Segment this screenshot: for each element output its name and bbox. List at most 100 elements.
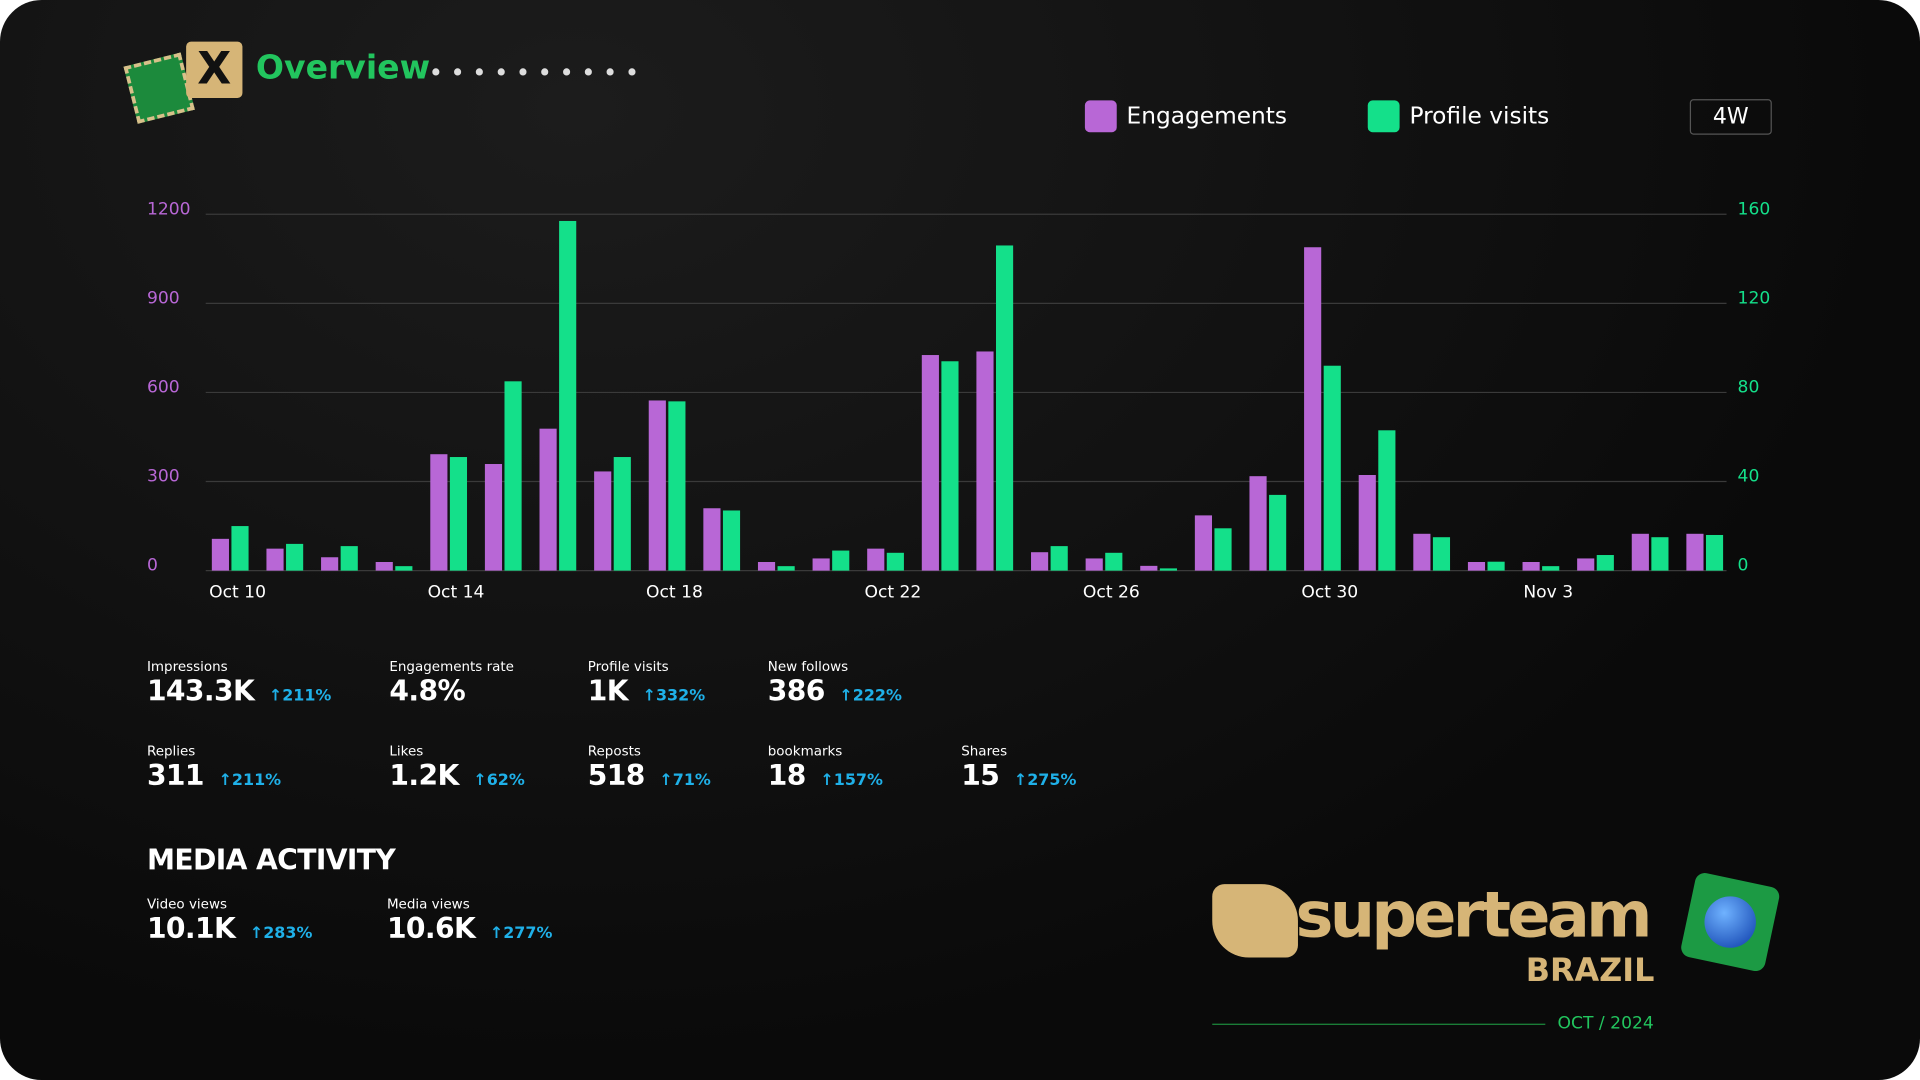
bar <box>1050 546 1068 571</box>
bar <box>1304 247 1322 571</box>
bar <box>559 220 577 571</box>
bar <box>1358 474 1376 571</box>
y-tick-label: 300 <box>147 467 180 487</box>
bar <box>266 548 284 571</box>
stat-label: New follows <box>767 658 849 675</box>
bar <box>395 566 413 571</box>
stat-label: Profile visits <box>587 658 669 675</box>
stat-label: Shares <box>961 743 1008 760</box>
bar <box>777 566 795 571</box>
bar <box>832 550 850 571</box>
bar <box>1194 515 1213 571</box>
legend-swatch <box>1084 100 1117 133</box>
bar <box>1651 537 1669 571</box>
stat: Reposts 518 ↑71% <box>588 743 711 792</box>
stat-label: bookmarks <box>767 743 843 760</box>
bar <box>286 543 304 571</box>
legend-swatch <box>1367 100 1400 133</box>
bar <box>757 562 776 571</box>
x-logo: X <box>186 41 243 98</box>
stat-label: Likes <box>389 743 424 760</box>
stat-value: 10.6K <box>386 913 476 946</box>
stat-change: ↑275% <box>1013 771 1077 790</box>
brand-name: superteam <box>1295 879 1653 953</box>
bar <box>1031 552 1049 571</box>
bar <box>321 557 339 571</box>
y2-tick-label: 120 <box>1738 288 1771 308</box>
bar <box>594 471 612 571</box>
bar <box>1413 533 1431 571</box>
stat: bookmarks 18 ↑157% <box>768 743 883 792</box>
bar <box>1542 566 1560 571</box>
y-tick-label: 900 <box>147 288 180 308</box>
legend-label: Engagements <box>1126 102 1288 130</box>
stat-row: 518 ↑71% <box>588 760 711 792</box>
title: Overview <box>255 48 431 87</box>
bar <box>1577 558 1595 571</box>
stat-value: 15 <box>961 760 1000 793</box>
stat-change: ↑211% <box>218 771 282 790</box>
stat-value: 4.8% <box>389 675 466 708</box>
stat-value: 1K <box>587 675 629 708</box>
bar <box>211 538 229 571</box>
stat: Likes 1.2K ↑62% <box>389 743 524 792</box>
x-tick-label: Oct 10 <box>209 583 266 603</box>
stat-change: ↑71% <box>659 771 711 790</box>
x-tick-label: Oct 26 <box>1083 583 1140 603</box>
x-tick-label: Oct 18 <box>646 583 703 603</box>
bar <box>1705 534 1724 571</box>
bar <box>1159 568 1177 571</box>
stat-value: 386 <box>767 675 826 708</box>
stat-value: 518 <box>587 760 646 793</box>
stat-change: ↑283% <box>249 924 313 943</box>
y-tick-label: 0 <box>147 556 158 576</box>
stat-label: Replies <box>146 743 196 760</box>
stat-change: ↑157% <box>820 771 883 790</box>
bar <box>539 428 557 571</box>
stat-change: ↑62% <box>473 771 525 790</box>
dots: •••••••••• <box>428 57 647 87</box>
bar <box>449 457 468 571</box>
stat-row: 143.3K ↑211% <box>147 676 331 708</box>
stat-change: ↑211% <box>268 686 332 706</box>
brand-date: OCT / 2024 <box>1557 1013 1654 1034</box>
stat-label: Impressions <box>146 658 228 675</box>
x-tick-label: Oct 30 <box>1301 583 1358 603</box>
stat-change: ↑222% <box>839 686 902 706</box>
y2-tick-label: 80 <box>1738 378 1760 398</box>
bar <box>1140 565 1158 571</box>
bar <box>1686 533 1704 571</box>
bar <box>340 546 358 571</box>
stat-row: 311 ↑211% <box>147 760 281 792</box>
stat: Shares 15 ↑275% <box>961 743 1076 792</box>
bar <box>231 526 249 571</box>
bar <box>1085 558 1103 571</box>
stat-change: ↑277% <box>489 924 553 943</box>
stat-label: Engagements rate <box>389 658 514 675</box>
stat-row: 10.6K ↑277% <box>387 913 552 945</box>
bar <box>668 401 686 571</box>
bar <box>430 454 448 571</box>
stat-row: 15 ↑275% <box>961 760 1076 792</box>
stat-row: 1.2K ↑62% <box>389 760 524 792</box>
legend-label: Profile visits <box>1409 102 1550 130</box>
legend-item: Profile visits <box>1367 100 1550 133</box>
stat-row: 1K ↑332% <box>588 676 705 708</box>
x-tick-label: Oct 14 <box>428 583 485 603</box>
bar <box>1214 528 1232 571</box>
bar <box>941 361 959 571</box>
range-button[interactable]: 4W <box>1689 99 1772 135</box>
bar <box>1269 494 1287 571</box>
bar <box>1323 365 1341 571</box>
y2-tick-label: 160 <box>1738 199 1771 219</box>
stat: Engagements rate 4.8% <box>389 659 514 708</box>
bar <box>484 464 503 571</box>
bar <box>1249 476 1267 571</box>
globe <box>1699 891 1761 953</box>
stat: Profile visits 1K ↑332% <box>588 659 705 708</box>
bar <box>648 400 666 571</box>
bar <box>1631 533 1649 571</box>
stat-value: 311 <box>146 760 205 793</box>
